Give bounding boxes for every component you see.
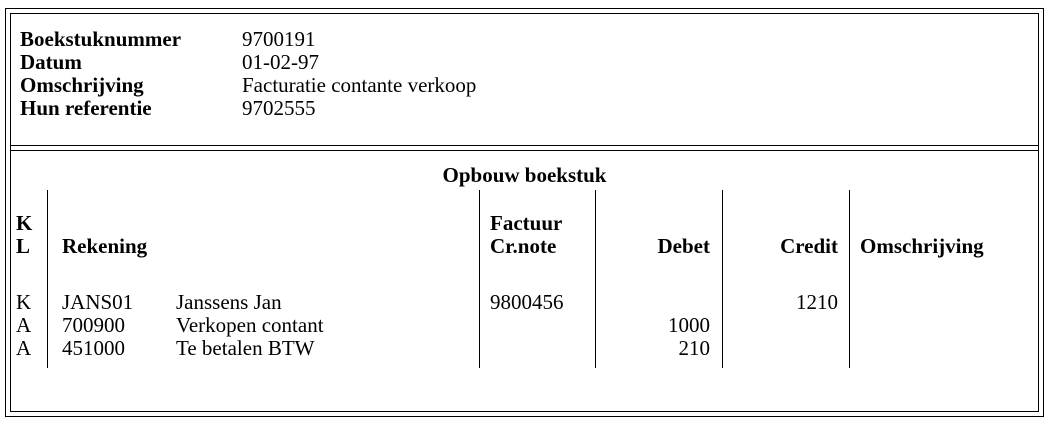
value-omschrijving: Facturatie contante verkoop [242, 73, 477, 97]
column-header-credit: Credit [780, 234, 838, 258]
column-header-debet: Debet [657, 234, 710, 258]
document-frame: Boekstuknummer 9700191 Datum 01-02-97 Om… [5, 8, 1044, 417]
row-credit: 1210 [796, 290, 838, 314]
column-divider-debet [722, 190, 723, 368]
column-header-factuur-top: Factuur [490, 211, 563, 235]
column-divider-factuur [595, 190, 596, 368]
label-boekstuknummer: Boekstuknummer [20, 27, 182, 51]
row-debet: 210 [678, 336, 711, 360]
row-account-name: Te betalen BTW [176, 336, 315, 360]
row-kl: A [16, 336, 32, 360]
value-boekstuknummer: 9700191 [242, 27, 316, 51]
section-divider [11, 145, 1038, 151]
row-kl: K [16, 290, 32, 314]
label-hun-referentie: Hun referentie [20, 96, 152, 120]
row-account-name: Verkopen contant [176, 313, 324, 337]
row-account-code: 451000 [62, 336, 125, 360]
label-datum: Datum [20, 50, 82, 74]
row-debet: 1000 [668, 313, 710, 337]
document-inner-frame: Boekstuknummer 9700191 Datum 01-02-97 Om… [10, 13, 1039, 412]
value-datum: 01-02-97 [242, 50, 319, 74]
row-account-name: Janssens Jan [176, 290, 282, 314]
section-title: Opbouw boekstuk [442, 163, 607, 187]
column-header-kl-top: K [16, 211, 33, 235]
value-hun-referentie: 9702555 [242, 96, 316, 120]
column-header-rekening: Rekening [62, 234, 148, 258]
column-header-kl-bottom: L [16, 234, 31, 258]
row-kl: A [16, 313, 32, 337]
column-divider-rekening [479, 190, 480, 368]
row-account-code: 700900 [62, 313, 125, 337]
row-factuur: 9800456 [490, 290, 564, 314]
column-divider-credit [849, 190, 850, 368]
column-header-factuur-bottom: Cr.note [490, 234, 557, 258]
label-omschrijving: Omschrijving [20, 73, 144, 97]
column-header-omschrijving: Omschrijving [860, 234, 984, 258]
column-divider-kl [47, 190, 48, 368]
row-account-code: JANS01 [62, 290, 134, 314]
